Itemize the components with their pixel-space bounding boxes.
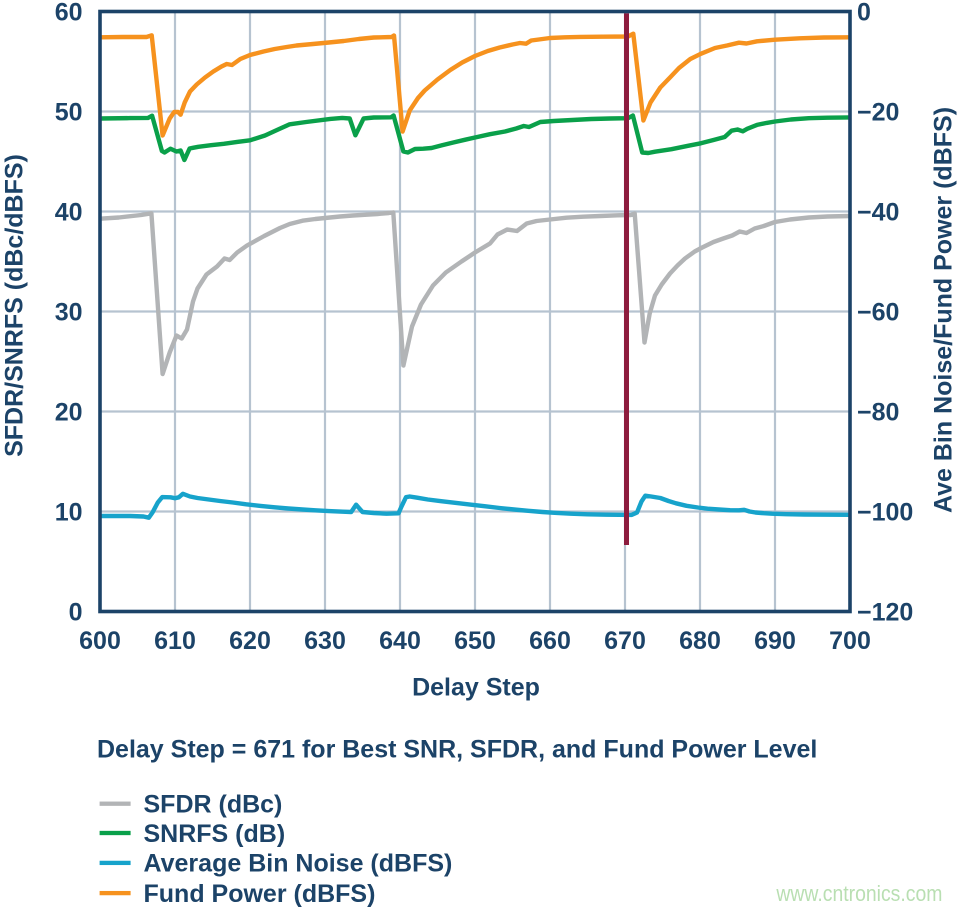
svg-text:650: 650 (454, 627, 496, 655)
svg-text:0: 0 (857, 0, 871, 26)
svg-text:600: 600 (79, 627, 121, 655)
svg-text:0: 0 (69, 598, 83, 626)
svg-text:700: 700 (829, 627, 871, 655)
svg-text:630: 630 (304, 627, 346, 655)
svg-text:−60: −60 (857, 298, 899, 326)
svg-text:−100: −100 (857, 498, 913, 526)
svg-text:20: 20 (55, 398, 83, 426)
svg-text:30: 30 (55, 298, 83, 326)
svg-text:SNRFS (dB): SNRFS (dB) (144, 820, 286, 848)
svg-text:−40: −40 (857, 198, 899, 226)
svg-text:620: 620 (229, 627, 271, 655)
svg-text:Ave Bin Noise/Fund Power (dBFS: Ave Bin Noise/Fund Power (dBFS) (929, 107, 957, 513)
svg-text:660: 660 (529, 627, 571, 655)
svg-text:−20: −20 (857, 98, 899, 126)
svg-text:690: 690 (754, 627, 796, 655)
svg-text:10: 10 (55, 498, 83, 526)
svg-text:60: 60 (55, 0, 83, 26)
svg-text:610: 610 (154, 627, 196, 655)
svg-text:680: 680 (679, 627, 721, 655)
svg-text:www.cntronics.com: www.cntronics.com (775, 882, 942, 906)
svg-text:40: 40 (55, 198, 83, 226)
svg-text:Fund Power (dBFS): Fund Power (dBFS) (144, 880, 376, 908)
svg-text:670: 670 (604, 627, 646, 655)
svg-text:−120: −120 (857, 598, 913, 626)
svg-text:Delay Step: Delay Step (412, 674, 540, 702)
svg-text:Average Bin Noise (dBFS): Average Bin Noise (dBFS) (144, 850, 453, 878)
svg-text:640: 640 (379, 627, 421, 655)
svg-text:Delay Step = 671 for Best SNR,: Delay Step = 671 for Best SNR, SFDR, and… (97, 736, 817, 764)
svg-text:50: 50 (55, 98, 83, 126)
svg-text:SFDR/SNRFS (dBc/dBFS): SFDR/SNRFS (dBc/dBFS) (0, 154, 28, 457)
svg-text:SFDR (dBc): SFDR (dBc) (144, 791, 283, 819)
svg-text:−80: −80 (857, 398, 899, 426)
